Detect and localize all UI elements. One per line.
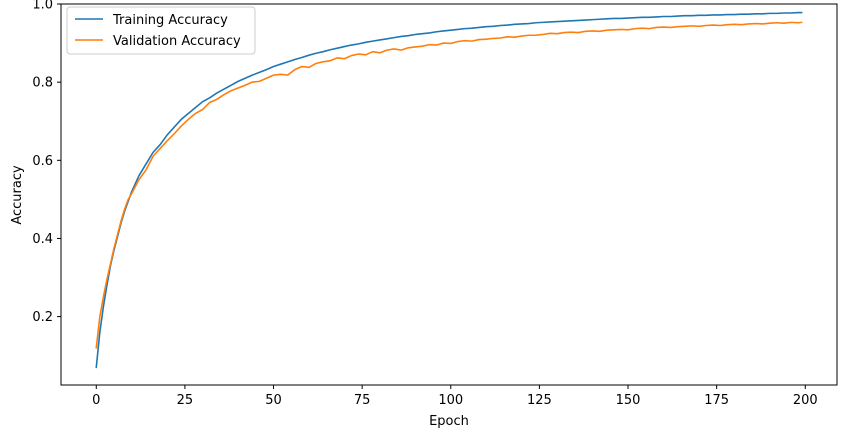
training-accuracy-line — [95, 11, 803, 369]
y-tick-label: 1.0 — [32, 0, 53, 13]
series-group — [95, 11, 803, 369]
y-tick-label: 0.2 — [32, 310, 53, 325]
y-axis-label: Accuracy — [10, 165, 25, 225]
x-axis-label: Epoch — [429, 414, 469, 429]
legend-box — [66, 6, 256, 55]
legend-label-training: Training Accuracy — [112, 13, 228, 28]
y-tick-label: 0.8 — [32, 76, 53, 91]
x-tick-label: 175 — [704, 393, 729, 408]
x-tick-label: 25 — [177, 393, 194, 408]
validation-accuracy-line — [95, 21, 803, 349]
legend: Training Accuracy Validation Accuracy — [66, 6, 256, 55]
y-axis-ticks: 0.2 0.4 0.6 0.8 1.0 — [32, 0, 61, 325]
y-tick-label: 0.4 — [32, 232, 53, 247]
legend-label-validation: Validation Accuracy — [113, 34, 241, 49]
x-tick-label: 100 — [438, 393, 463, 408]
x-tick-label: 200 — [793, 393, 818, 408]
x-tick-label: 125 — [527, 393, 552, 408]
x-tick-label: 50 — [265, 393, 282, 408]
x-tick-label: 75 — [354, 393, 371, 408]
y-tick-label: 0.6 — [32, 154, 53, 169]
x-axis-ticks: 0 25 50 75 100 125 150 175 200 — [92, 385, 818, 408]
plot-area — [60, 3, 838, 386]
x-tick-label: 150 — [616, 393, 641, 408]
x-tick-label: 0 — [92, 393, 100, 408]
plot-frame — [60, 3, 838, 386]
